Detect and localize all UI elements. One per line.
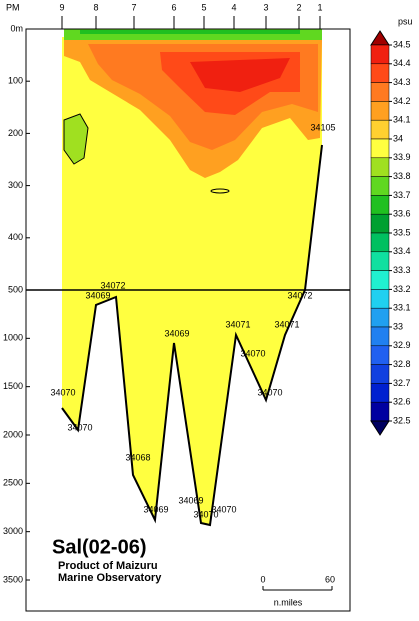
colorbar-cap	[370, 420, 390, 436]
colorbar-box	[370, 82, 390, 102]
colorbar-label: 33.9	[393, 152, 411, 162]
station-label: 8	[93, 2, 98, 12]
colorbar-label: 33.4	[393, 246, 411, 256]
station-annotation: 34070	[67, 422, 92, 432]
colorbar-box	[370, 119, 390, 140]
scale-unit: n.miles	[274, 597, 303, 607]
colorbar-label: 33.5	[393, 227, 411, 237]
station-annotation: 34071	[225, 319, 250, 329]
x-prefix: PM	[6, 2, 20, 12]
colorbar-label: 32.9	[393, 340, 411, 350]
subtitle: Product of Maizuru	[58, 560, 158, 572]
colorbar-label: 33.2	[393, 284, 411, 294]
station-annotation: 34068	[125, 452, 150, 462]
colorbar-box	[370, 326, 390, 347]
colorbar-box	[370, 195, 390, 215]
colorbar-box	[370, 101, 390, 121]
colorbar-box	[370, 364, 390, 384]
y-tick-label: 300	[8, 180, 23, 190]
station-label: 9	[59, 2, 64, 12]
y-tick-label: 2500	[3, 478, 23, 488]
y-tick-label: 500	[8, 284, 23, 294]
station-label: 1	[317, 2, 322, 12]
colorbar-unit: psu	[398, 16, 413, 26]
station-annotation: 34070	[240, 348, 265, 358]
colorbar-label: 33.1	[393, 303, 411, 313]
station-label: 2	[296, 2, 301, 12]
station-label: 6	[171, 2, 176, 12]
field-deep-red	[190, 58, 290, 92]
station-annotation: 34072	[287, 290, 312, 300]
colorbar-box	[370, 44, 390, 65]
station-annotation: 34070	[50, 387, 75, 397]
station-label: 5	[201, 2, 206, 12]
y-tick-label: 200	[8, 128, 23, 138]
y-tick-label: 1500	[3, 381, 23, 391]
colorbar-label: 34.3	[393, 77, 411, 87]
station-annotation: 34070	[193, 509, 218, 519]
station-annotation: 34071	[274, 319, 299, 329]
colorbar-label: 33.7	[393, 190, 411, 200]
colorbar-label: 34	[393, 133, 403, 143]
station-annotation: 34072	[100, 280, 125, 290]
field-contour	[210, 188, 230, 194]
colorbar-cap	[370, 30, 390, 46]
colorbar-box	[370, 232, 390, 253]
colorbar-label: 32.5	[393, 415, 411, 425]
colorbar-label: 32.6	[393, 397, 411, 407]
colorbar-label: 33.8	[393, 171, 411, 181]
station-annotation: 34070	[257, 387, 282, 397]
colorbar-box	[370, 401, 390, 422]
station-label: 4	[231, 2, 236, 12]
field-yellow-deep	[62, 290, 305, 525]
station-annotation: 34070	[211, 504, 236, 514]
colorbar-box	[370, 383, 390, 403]
colorbar-box	[370, 289, 390, 309]
field-dark-green	[80, 30, 300, 34]
colorbar-box	[370, 270, 390, 290]
colorbar-label: 33.3	[393, 265, 411, 275]
bottom-profile	[61, 144, 323, 527]
y-tick-label: 0m	[10, 23, 23, 33]
colorbar-box	[370, 251, 390, 271]
colorbar-label: 34.2	[393, 96, 411, 106]
scale-label: 60	[325, 574, 335, 584]
plot-frame	[25, 28, 351, 612]
colorbar-box	[370, 138, 390, 159]
y-tick-label: 400	[8, 232, 23, 242]
station-annotation: 34069	[164, 328, 189, 338]
station-label: 3	[263, 2, 268, 12]
colorbar-label: 34.5	[393, 39, 411, 49]
y-tick-label: 2000	[3, 429, 23, 439]
station-annotation: 34069	[85, 290, 110, 300]
station-annotation: 34069	[178, 495, 203, 505]
y-tick-label: 3000	[3, 526, 23, 536]
station-annotation: 34105	[310, 122, 335, 132]
colorbar-box	[370, 157, 390, 177]
colorbar-label: 34.1	[393, 115, 411, 125]
y-tick-label: 3500	[3, 574, 23, 584]
colorbar-box	[370, 176, 390, 196]
colorbar-box	[370, 213, 390, 234]
field-green-blob	[63, 113, 89, 165]
scale-label: 0	[260, 574, 265, 584]
station-annotation: 34069	[143, 504, 168, 514]
colorbar-box	[370, 307, 390, 328]
colorbar-label: 33.6	[393, 209, 411, 219]
colorbar-label: 34.4	[393, 58, 411, 68]
colorbar-box	[370, 63, 390, 83]
colorbar-box	[370, 345, 390, 365]
colorbar-label: 32.8	[393, 359, 411, 369]
y-tick-label: 100	[8, 76, 23, 86]
station-label: 7	[131, 2, 136, 12]
salinity-field	[61, 29, 323, 527]
subtitle: Marine Observatory	[58, 572, 162, 584]
colorbar-label: 32.7	[393, 378, 411, 388]
colorbar-label: 33	[393, 321, 403, 331]
chart-title: Sal(02-06)	[52, 536, 147, 558]
y-tick-label: 1000	[3, 333, 23, 343]
